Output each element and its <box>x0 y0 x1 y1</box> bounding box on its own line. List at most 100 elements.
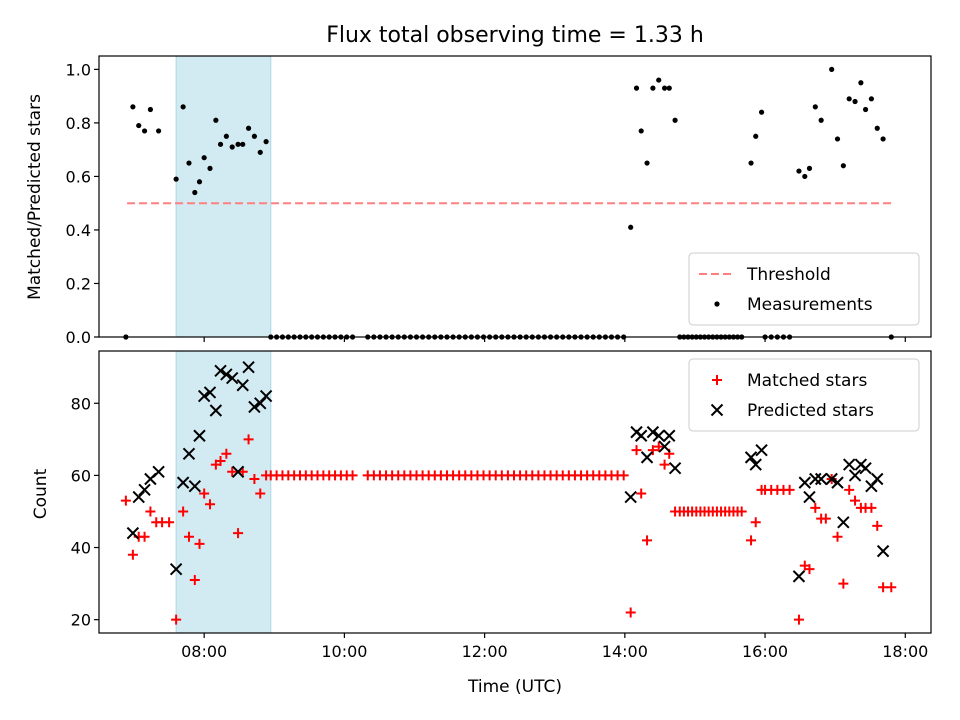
measurements-point <box>834 136 841 142</box>
legend-label: Predicted stars <box>747 401 874 421</box>
measurements-point <box>874 125 880 131</box>
predicted-stars-point <box>242 361 255 374</box>
measurements-point <box>666 85 672 91</box>
measurements-point <box>846 96 852 102</box>
legend-label: Matched stars <box>747 371 867 391</box>
predicted-stars-point <box>203 386 217 399</box>
measurements-point <box>173 176 179 182</box>
matched-stars-point <box>647 445 658 456</box>
legend-measurements-swatch <box>714 301 720 307</box>
matched-stars-point <box>736 506 747 517</box>
measurements-point <box>633 85 640 91</box>
predicted-stars-point <box>634 429 648 442</box>
measurements-point <box>186 160 192 166</box>
matched-stars-point <box>164 517 175 528</box>
predicted-stars-point <box>226 371 239 385</box>
matched-stars-point <box>243 434 254 445</box>
measurements-point <box>257 149 263 155</box>
matched-stars-point <box>866 502 877 513</box>
top-y-tick-label: 0.0 <box>66 328 91 347</box>
bottom-y-axis-label: Count <box>31 468 51 519</box>
matched-stars-point <box>183 531 194 542</box>
predicted-stars-point <box>859 461 872 475</box>
x-tick-label: 12:00 <box>462 642 508 661</box>
predicted-stars-point <box>825 472 838 486</box>
matched-stars-point <box>171 614 182 625</box>
matched-stars-point <box>145 506 156 517</box>
predicted-stars-point <box>138 483 151 497</box>
matched-stars-point <box>804 564 815 575</box>
matched-stars-point <box>850 495 861 506</box>
measurements-point <box>213 117 219 123</box>
predicted-stars-point <box>197 389 211 403</box>
matched-stars-point <box>820 513 831 524</box>
measurements-point <box>196 179 203 185</box>
predicted-stars-point <box>668 461 682 475</box>
predicted-stars-point <box>871 472 884 486</box>
measurements-point <box>240 141 246 147</box>
measurements-point <box>638 128 644 134</box>
measurements-point <box>136 122 142 129</box>
legend-label: Measurements <box>747 295 873 315</box>
x-tick-label: 08:00 <box>181 642 227 661</box>
predicted-stars-point <box>640 451 654 464</box>
predicted-stars-point <box>663 429 676 442</box>
predicted-stars-point <box>231 465 245 479</box>
measurements-point <box>201 155 207 161</box>
measurements-point <box>802 173 808 180</box>
predicted-stars-point <box>214 364 227 378</box>
bottom-panel: 08:00 10:00 12:00 14:00 16:00 18:00 20 40 60 80 Ma… <box>71 350 932 661</box>
predicted-stars-point <box>755 443 768 457</box>
predicted-stars-point <box>169 562 183 576</box>
matched-stars-point <box>227 466 238 477</box>
matched-stars-point <box>872 520 883 531</box>
x-tick-label: 10:00 <box>321 642 367 661</box>
predicted-stars-point <box>792 570 806 583</box>
chart-title: Flux total observing time = 1.33 h <box>326 23 704 48</box>
predicted-stars-point <box>188 480 202 493</box>
matched-stars-point <box>618 470 629 481</box>
measurements-point <box>207 165 213 171</box>
predicted-stars-point <box>798 476 812 489</box>
predicted-stars-point <box>876 544 890 558</box>
matched-stars-point <box>844 484 855 495</box>
matched-stars-point <box>793 614 804 625</box>
predicted-stars-point <box>259 389 273 403</box>
measurements-point <box>829 66 835 72</box>
matched-stars-point <box>221 448 232 459</box>
predicted-stars-point <box>193 429 206 442</box>
measurements-point <box>650 85 656 91</box>
measurements-point <box>229 144 235 150</box>
matched-stars-point <box>784 484 795 495</box>
measurements-point <box>880 136 886 142</box>
measurements-point <box>235 141 241 147</box>
predicted-stars-point <box>624 490 637 504</box>
predicted-stars-point <box>842 458 856 471</box>
measurements-point <box>656 77 662 83</box>
top-y-tick-label: 1.0 <box>66 60 91 79</box>
x-tick-label: 18:00 <box>882 642 928 661</box>
matched-stars-point <box>636 488 647 499</box>
top-y-tick-label: 0.2 <box>66 274 91 293</box>
measurements-point <box>180 104 186 110</box>
matched-stars-point <box>249 474 260 485</box>
predicted-stars-point <box>744 451 758 464</box>
matched-stars-point <box>659 459 670 470</box>
measurements-point <box>192 189 198 196</box>
measurements-point <box>217 141 224 147</box>
matched-stars-point <box>832 531 843 542</box>
predicted-stars-point <box>182 447 196 460</box>
matched-stars-point <box>194 538 205 549</box>
predicted-stars-point <box>749 458 762 471</box>
predicted-stars-point <box>220 368 233 381</box>
measurements-point <box>147 106 154 113</box>
top-y-tick-label: 0.8 <box>66 114 91 133</box>
matched-stars-point <box>120 495 131 506</box>
matched-stars-point <box>631 445 642 456</box>
predicted-stars-point <box>848 469 862 482</box>
predicted-stars-point <box>803 490 816 504</box>
matched-stars-point <box>139 531 150 542</box>
measurements-point <box>806 165 813 171</box>
x-tick-label: 16:00 <box>742 642 788 661</box>
